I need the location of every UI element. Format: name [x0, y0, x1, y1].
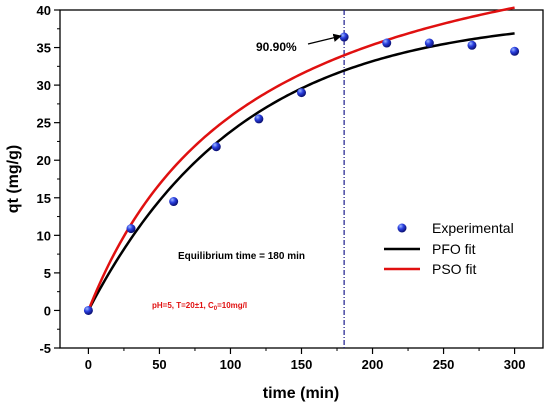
experimental-points [83, 32, 520, 315]
y-tick-label--5: -5 [39, 341, 51, 356]
experimental-point [126, 224, 136, 234]
experimental-point [211, 142, 221, 152]
curve-pso-fit [87, 6, 515, 311]
conditions-suffix: =10mg/l [217, 301, 247, 310]
legend: Experimental PFO fit PSO fit [384, 220, 514, 277]
x-tick-label-150: 150 [291, 357, 313, 372]
y-tick-label-0: 0 [44, 303, 51, 318]
x-tick-label-0: 0 [85, 357, 92, 372]
conditions-subscript: 0 [214, 306, 218, 312]
y-tick-label-10: 10 [37, 228, 51, 243]
y-tick-label-30: 30 [37, 78, 51, 93]
experimental-point [169, 197, 179, 207]
x-tick-label-100: 100 [220, 357, 242, 372]
experimental-point [424, 38, 434, 48]
legend-label-pso: PSO fit [432, 261, 476, 277]
x-tick-label-200: 200 [362, 357, 384, 372]
conditions-annotation: pH=5, T=20±1, C0=10mg/l [152, 301, 247, 312]
y-tick-label-35: 35 [37, 41, 51, 56]
percent-arrow [307, 33, 342, 45]
plot-frame [59, 9, 544, 349]
equilibrium-annotation: Equilibrium time = 180 min [178, 251, 305, 262]
legend-label-experimental: Experimental [432, 220, 514, 236]
axis-ticks [54, 9, 516, 354]
y-tick-label-5: 5 [44, 266, 51, 281]
percent-annotation: 90.90% [256, 40, 297, 54]
legend-label-pfo: PFO fit [432, 241, 476, 257]
y-axis-title: qt (mg/g) [5, 145, 22, 213]
conditions-prefix: pH=5, T=20±1, C [152, 301, 214, 310]
x-tick-label-50: 50 [152, 357, 166, 372]
y-tick-label-40: 40 [37, 3, 51, 18]
experimental-point [510, 46, 520, 56]
experimental-point [254, 114, 264, 124]
legend-marker-experimental [397, 223, 407, 233]
x-tick-label-300: 300 [504, 357, 526, 372]
experimental-point [339, 32, 349, 42]
x-axis-title: time (min) [263, 385, 339, 402]
axis-tick-labels: 0 50 100 150 200 250 300 -5 0 5 10 15 20 25 30 35 40 [37, 3, 526, 372]
experimental-point [467, 40, 477, 50]
y-tick-label-20: 20 [37, 153, 51, 168]
y-tick-label-25: 25 [37, 116, 51, 131]
experimental-point [382, 38, 392, 48]
y-tick-label-15: 15 [37, 191, 51, 206]
x-tick-label-250: 250 [433, 357, 455, 372]
experimental-point [83, 305, 93, 315]
experimental-point [297, 88, 306, 98]
